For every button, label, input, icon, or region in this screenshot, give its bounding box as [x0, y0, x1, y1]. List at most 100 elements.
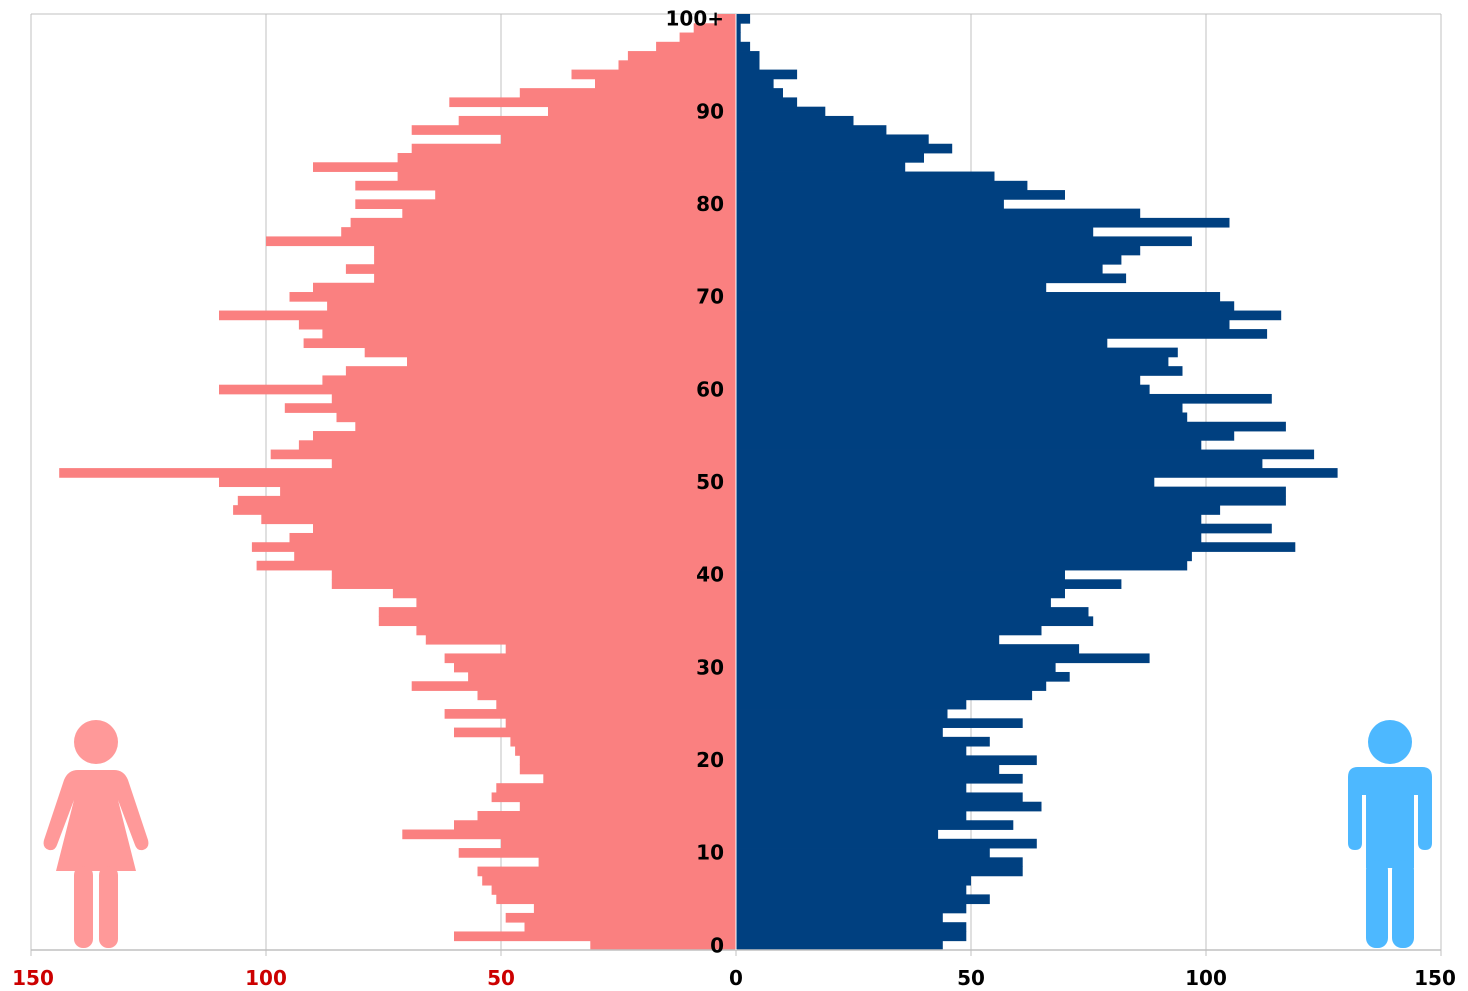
male-bar — [736, 505, 1221, 515]
female-bar — [543, 773, 736, 784]
male-bar — [736, 115, 854, 126]
female-bar — [280, 486, 736, 497]
male-bar — [736, 783, 967, 793]
male-bar — [736, 14, 751, 24]
female-bar — [458, 115, 736, 126]
female-bar — [322, 375, 736, 386]
male-bar — [736, 384, 1150, 395]
female-bar — [454, 727, 736, 738]
male-bar — [736, 217, 1230, 228]
female-bar — [374, 245, 736, 256]
female-bar — [491, 885, 736, 895]
male-bar — [736, 356, 1169, 367]
female-bar — [444, 709, 736, 719]
female-bar — [378, 616, 736, 627]
male-bar — [736, 755, 1037, 766]
male-bar — [736, 236, 1192, 247]
male-bar — [736, 875, 971, 886]
female-bar — [595, 78, 736, 89]
male-bar — [736, 848, 990, 858]
male-bar — [736, 866, 1023, 877]
male-person-icon — [1348, 720, 1432, 948]
male-bar — [736, 366, 1183, 376]
male-bar — [736, 421, 1286, 432]
male-bar — [736, 718, 1023, 728]
female-bar — [266, 236, 736, 247]
male-bar — [736, 764, 1000, 775]
age-label: 20 — [696, 748, 724, 772]
x-tick-label: 0 — [729, 966, 743, 990]
male-bar — [736, 903, 967, 914]
male-bar — [736, 671, 1070, 682]
male-bar — [736, 477, 1155, 488]
age-label: 60 — [696, 377, 724, 401]
male-bar — [736, 310, 1282, 321]
male-bar — [736, 449, 1315, 460]
male-bar — [736, 773, 1023, 784]
x-axis: 150 100 50 0 50 100 150 — [12, 14, 1456, 990]
female-bar — [496, 699, 736, 710]
female-bar — [331, 393, 736, 404]
female-bar — [454, 662, 736, 673]
female-bar — [350, 217, 736, 228]
female-bar — [411, 125, 736, 135]
male-bar — [736, 347, 1178, 358]
female-bar — [313, 523, 736, 534]
age-label: 80 — [696, 192, 724, 216]
male-bar — [736, 180, 1028, 191]
male-bar — [736, 78, 774, 89]
male-bar — [736, 607, 1089, 617]
male-bar — [736, 829, 939, 840]
female-bar — [505, 912, 736, 923]
female-bar — [501, 134, 736, 145]
male-bar — [736, 51, 760, 61]
male-bar — [736, 292, 1221, 302]
male-bar — [736, 746, 967, 756]
female-bar — [219, 384, 736, 395]
male-bar — [736, 338, 1108, 349]
female-bar — [331, 579, 736, 589]
female-bar — [355, 180, 736, 191]
female-bar — [477, 810, 736, 821]
male-bar — [736, 264, 1103, 274]
male-bar — [736, 97, 798, 108]
male-bar — [736, 644, 1080, 654]
male-bar — [736, 523, 1272, 534]
x-tick-label: 50 — [957, 966, 985, 990]
female-bar — [477, 690, 736, 701]
male-bar — [736, 912, 943, 923]
female-bar — [411, 143, 736, 154]
age-label: 30 — [696, 655, 724, 679]
female-bar — [454, 931, 736, 942]
age-label: 90 — [696, 99, 724, 123]
female-bar — [656, 41, 736, 52]
male-bar — [736, 709, 948, 719]
male-bar — [736, 245, 1141, 256]
female-bar — [477, 866, 736, 877]
male-bar — [736, 403, 1183, 413]
male-bar — [736, 227, 1094, 237]
male-bar — [736, 319, 1230, 330]
female-bar — [256, 560, 736, 571]
male-bar — [736, 254, 1122, 265]
female-bar — [345, 264, 736, 274]
male-bar — [736, 625, 1042, 636]
female-bar — [533, 903, 736, 914]
male-bar — [736, 560, 1188, 571]
female-bar — [411, 681, 736, 691]
male-bar — [736, 458, 1263, 469]
male-bar — [736, 857, 1023, 867]
female-bar — [374, 273, 736, 284]
male-bar — [736, 810, 967, 821]
female-bar — [449, 97, 736, 108]
female-bar — [679, 32, 736, 43]
female-bar — [397, 171, 736, 182]
x-tick-label: 50 — [487, 966, 515, 990]
x-tick-label: 100 — [245, 966, 287, 990]
male-bars — [736, 14, 1338, 951]
male-bar — [736, 931, 967, 942]
male-bar — [736, 495, 1286, 506]
female-bar — [618, 60, 736, 71]
male-bar — [736, 542, 1296, 552]
